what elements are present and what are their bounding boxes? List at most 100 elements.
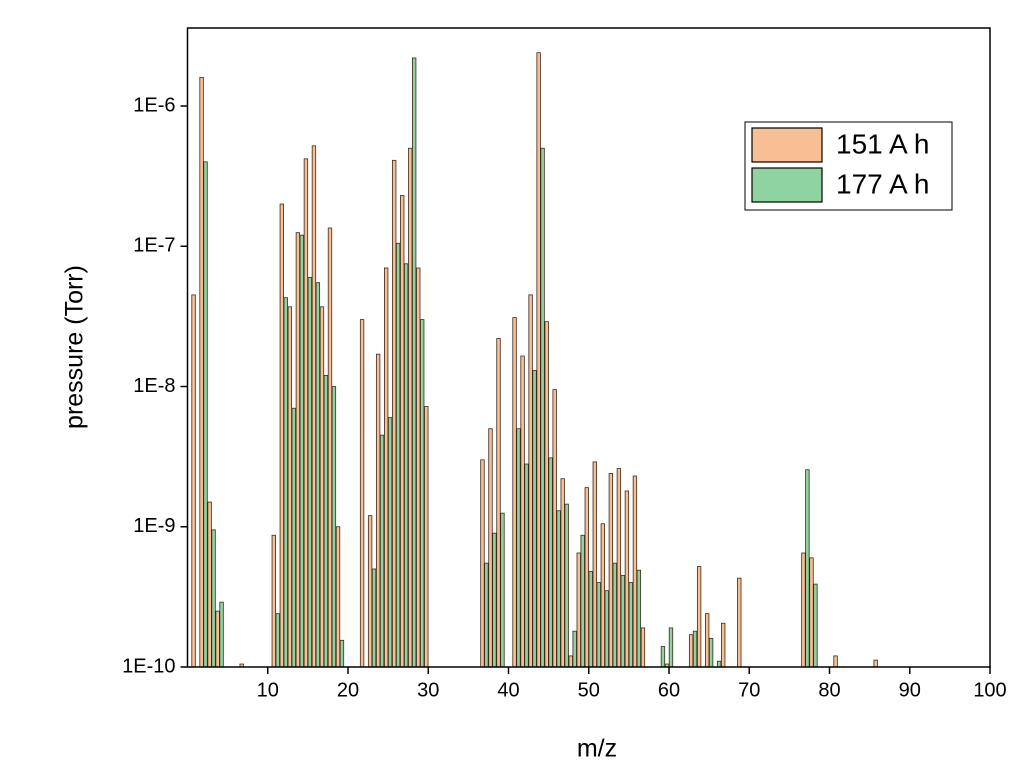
bar bbox=[636, 569, 642, 668]
bar bbox=[367, 515, 373, 668]
bar bbox=[620, 574, 625, 668]
bar bbox=[420, 319, 425, 668]
x-tick-label: 20 bbox=[337, 679, 359, 701]
bar bbox=[608, 473, 614, 668]
bar bbox=[548, 457, 553, 668]
x-tick-label: 10 bbox=[257, 679, 279, 701]
y-tick-label: 1E-6 bbox=[133, 94, 175, 116]
x-tick-label: 30 bbox=[417, 679, 439, 701]
bar bbox=[721, 622, 726, 668]
bar bbox=[604, 590, 609, 668]
bar bbox=[275, 613, 280, 668]
bar bbox=[299, 234, 304, 668]
bar bbox=[552, 389, 557, 668]
bar bbox=[660, 646, 666, 668]
bar bbox=[371, 568, 377, 668]
legend-label: 151 A h bbox=[836, 128, 929, 159]
bar bbox=[203, 161, 208, 668]
x-tick-label: 90 bbox=[899, 679, 921, 701]
x-axis-label: m/z bbox=[577, 735, 617, 763]
y-axis-label: pressure (Torr) bbox=[61, 265, 89, 429]
bar bbox=[392, 159, 397, 668]
bar bbox=[833, 655, 838, 668]
bar bbox=[600, 523, 605, 668]
bar bbox=[596, 582, 601, 668]
bar bbox=[556, 510, 561, 668]
bar bbox=[207, 501, 212, 668]
bar bbox=[496, 338, 501, 668]
bar bbox=[327, 227, 333, 668]
bar bbox=[813, 583, 818, 668]
bar bbox=[576, 552, 581, 668]
bar bbox=[335, 526, 341, 668]
bar bbox=[564, 503, 569, 668]
bar bbox=[632, 475, 638, 668]
x-tick-label: 70 bbox=[738, 679, 760, 701]
bar bbox=[219, 601, 224, 668]
bar bbox=[379, 434, 385, 668]
bar bbox=[528, 294, 533, 668]
bar bbox=[311, 145, 317, 668]
y-tick-label: 1E-7 bbox=[133, 235, 175, 257]
bar bbox=[592, 461, 597, 668]
bar bbox=[359, 319, 365, 668]
bar bbox=[809, 557, 814, 668]
bar bbox=[512, 317, 517, 668]
bar bbox=[303, 158, 309, 668]
bar bbox=[291, 407, 296, 668]
bar bbox=[383, 267, 389, 668]
bar bbox=[408, 147, 413, 668]
bar bbox=[572, 630, 577, 668]
bar bbox=[616, 468, 622, 668]
bar bbox=[416, 267, 421, 668]
bar bbox=[424, 406, 429, 668]
x-tick-label: 100 bbox=[973, 679, 1006, 701]
bar bbox=[500, 512, 505, 668]
bar bbox=[716, 660, 722, 668]
bar bbox=[400, 195, 405, 668]
bar bbox=[588, 571, 593, 668]
x-tick-label: 60 bbox=[658, 679, 680, 701]
bar bbox=[540, 147, 545, 668]
bar bbox=[640, 627, 646, 668]
bar bbox=[215, 610, 220, 668]
bar bbox=[191, 294, 196, 668]
y-tick-label: 1E-8 bbox=[133, 375, 175, 397]
x-tick-label: 80 bbox=[818, 679, 840, 701]
bar bbox=[560, 478, 565, 668]
bar bbox=[488, 428, 493, 668]
bar bbox=[532, 370, 537, 668]
bar bbox=[375, 353, 381, 668]
bar bbox=[411, 57, 417, 668]
bar bbox=[801, 552, 806, 668]
legend-swatch bbox=[751, 127, 823, 163]
bar bbox=[628, 582, 634, 668]
bar bbox=[395, 242, 401, 668]
bar bbox=[696, 566, 702, 668]
bar bbox=[520, 355, 525, 668]
bar bbox=[211, 529, 216, 668]
bar bbox=[624, 490, 630, 668]
x-tick-label: 40 bbox=[497, 679, 519, 701]
bar bbox=[279, 203, 285, 668]
bar bbox=[319, 306, 325, 668]
bar bbox=[331, 386, 337, 668]
y-tick-label: 1E-9 bbox=[133, 515, 175, 537]
bar bbox=[544, 321, 549, 668]
bar bbox=[339, 639, 345, 668]
bar bbox=[307, 276, 313, 668]
bar bbox=[403, 263, 409, 668]
bar bbox=[199, 76, 204, 668]
bar bbox=[287, 306, 293, 668]
bar bbox=[668, 627, 674, 668]
bar bbox=[323, 375, 329, 668]
bar bbox=[295, 232, 301, 668]
bar bbox=[480, 459, 485, 668]
bar bbox=[492, 532, 497, 668]
legend-swatch bbox=[751, 167, 823, 203]
bar bbox=[688, 634, 694, 668]
x-tick-label: 50 bbox=[578, 679, 600, 701]
bar bbox=[484, 562, 489, 668]
bar bbox=[271, 534, 276, 668]
